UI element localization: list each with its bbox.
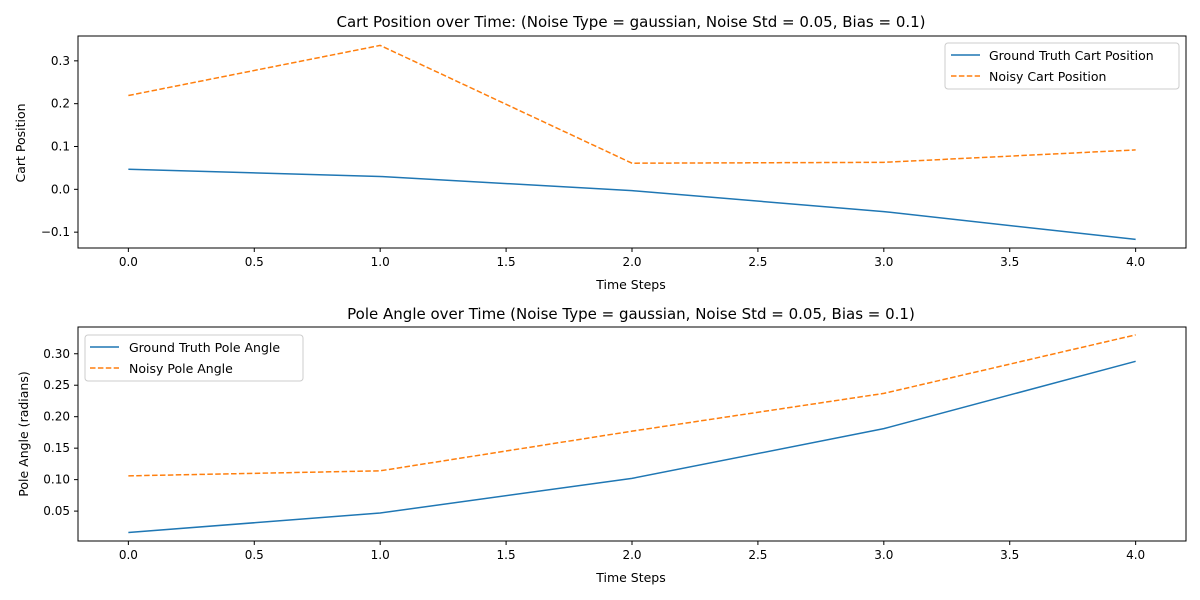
series-line-noisy bbox=[128, 334, 1136, 477]
x-tick-label: 1.0 bbox=[371, 255, 390, 269]
x-axis-label: Time Steps bbox=[595, 277, 666, 292]
y-tick-label: 0.10 bbox=[43, 473, 70, 487]
legend-label-ground-truth: Ground Truth Cart Position bbox=[989, 48, 1154, 63]
x-tick-label: 2.0 bbox=[622, 548, 641, 562]
x-tick-label: 2.5 bbox=[748, 255, 767, 269]
ticks: 0.0 0.5 1.0 1.5 2.0 2.5 3.0 3.5 4.0 0.05 0.10 0.15 0… bbox=[43, 347, 1145, 562]
x-tick-label: 1.5 bbox=[497, 255, 516, 269]
series-lines bbox=[128, 334, 1136, 534]
x-tick-label: 0.5 bbox=[245, 255, 264, 269]
y-tick-label: 0.05 bbox=[43, 504, 70, 518]
x-tick-label: 3.0 bbox=[874, 255, 893, 269]
x-tick-label: 0.0 bbox=[119, 548, 138, 562]
x-tick-label: 0.0 bbox=[119, 255, 138, 269]
legend-box bbox=[84, 334, 304, 382]
y-tick-label: 0.0 bbox=[51, 182, 70, 196]
series-lines bbox=[128, 44, 1136, 241]
x-tick-label: 4.0 bbox=[1126, 255, 1145, 269]
legend-label-noisy: Noisy Cart Position bbox=[989, 69, 1106, 84]
y-tick-label: 0.20 bbox=[43, 410, 70, 424]
y-axis-label: Cart Position bbox=[13, 103, 28, 182]
plot-frame bbox=[77, 326, 1187, 542]
y-tick-label: 0.30 bbox=[43, 347, 70, 361]
series-line-noisy bbox=[128, 44, 1136, 164]
x-axis-label: Time Steps bbox=[595, 570, 666, 585]
legend: Ground Truth Cart Position Noisy Cart Po… bbox=[944, 42, 1180, 90]
y-tick-label: 0.25 bbox=[43, 378, 70, 392]
x-tick-label: 2.5 bbox=[748, 548, 767, 562]
y-axis-label: Pole Angle (radians) bbox=[16, 371, 31, 496]
x-tick-label: 4.0 bbox=[1126, 548, 1145, 562]
y-tick-label: −0.1 bbox=[41, 225, 70, 239]
cart-position-chart: Cart Position over Time: (Noise Type = g… bbox=[13, 13, 1187, 292]
legend-label-noisy: Noisy Pole Angle bbox=[129, 361, 233, 376]
x-tick-label: 0.5 bbox=[245, 548, 264, 562]
legend-label-ground-truth: Ground Truth Pole Angle bbox=[129, 340, 280, 355]
y-tick-label: 0.3 bbox=[51, 54, 70, 68]
legend-box bbox=[944, 42, 1180, 90]
x-tick-label: 3.5 bbox=[1000, 548, 1019, 562]
series-line-ground-truth bbox=[128, 360, 1136, 534]
x-tick-label: 3.0 bbox=[874, 548, 893, 562]
y-tick-label: 0.15 bbox=[43, 441, 70, 455]
x-tick-label: 1.5 bbox=[497, 548, 516, 562]
y-tick-label: 0.1 bbox=[51, 139, 70, 153]
pole-angle-chart: Pole Angle over Time (Noise Type = gauss… bbox=[16, 305, 1187, 585]
y-tick-label: 0.2 bbox=[51, 97, 70, 111]
chart-title: Pole Angle over Time (Noise Type = gauss… bbox=[347, 305, 915, 323]
ticks: 0.0 0.5 1.0 1.5 2.0 2.5 3.0 3.5 4.0 −0.1 0.0 0.1 0.2… bbox=[41, 54, 1145, 269]
plot-frame bbox=[77, 35, 1187, 249]
x-tick-label: 1.0 bbox=[371, 548, 390, 562]
series-line-ground-truth bbox=[128, 168, 1136, 241]
x-tick-label: 2.0 bbox=[622, 255, 641, 269]
chart-title: Cart Position over Time: (Noise Type = g… bbox=[336, 13, 925, 31]
legend: Ground Truth Pole Angle Noisy Pole Angle bbox=[84, 334, 304, 382]
x-tick-label: 3.5 bbox=[1000, 255, 1019, 269]
